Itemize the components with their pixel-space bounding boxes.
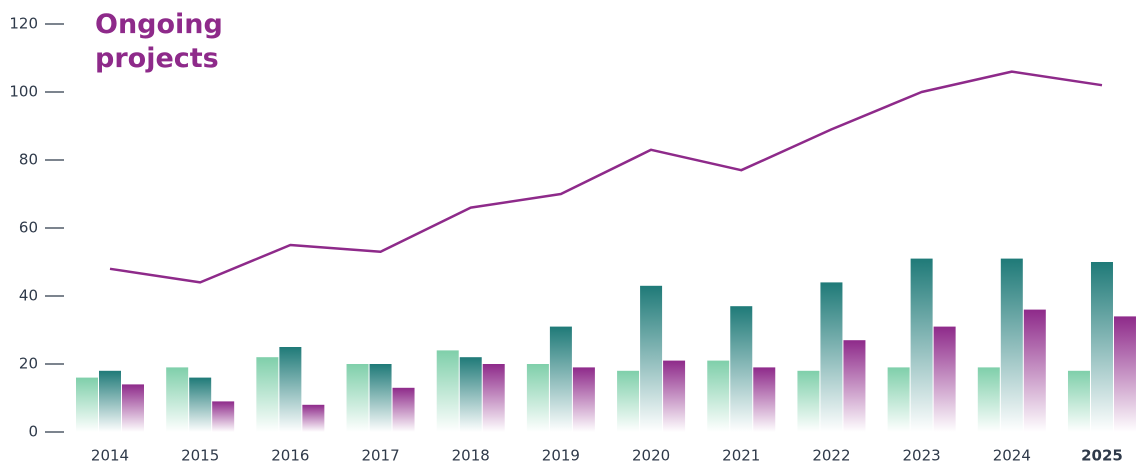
y-tick-label: 120 (9, 15, 38, 33)
bar (843, 340, 866, 432)
bar (910, 258, 933, 432)
bar (279, 347, 302, 432)
bar (663, 360, 686, 432)
x-tick-label: 2022 (812, 447, 850, 465)
bar (1067, 370, 1090, 432)
bar (346, 364, 369, 432)
bar (549, 326, 572, 432)
bar (526, 364, 549, 432)
bar (459, 357, 482, 432)
x-tick-label: 2014 (91, 447, 129, 465)
bar (887, 367, 910, 432)
bar (189, 377, 212, 432)
bar (1000, 258, 1023, 432)
bar (369, 364, 392, 432)
x-tick-label: 2017 (361, 447, 399, 465)
bar (1090, 262, 1113, 432)
bar (302, 404, 325, 432)
x-tick-label: 2021 (722, 447, 760, 465)
bar (1113, 316, 1136, 432)
bar (122, 384, 144, 432)
line (109, 70, 1103, 284)
x-tick-label: 2020 (632, 447, 670, 465)
x-tick-label: 2015 (181, 447, 219, 465)
y-tick-label: 40 (19, 287, 38, 305)
bar (482, 364, 505, 432)
y-tick-label: 0 (28, 423, 38, 441)
bar (166, 367, 189, 432)
y-tick-label: 80 (19, 151, 38, 169)
bar (76, 377, 98, 432)
bar (392, 387, 415, 432)
bar (977, 367, 1000, 432)
bar (572, 367, 595, 432)
bar (820, 282, 843, 432)
x-tick-label: 2016 (271, 447, 309, 465)
x-tick-label: 2019 (542, 447, 580, 465)
bar (730, 306, 753, 432)
x-tick-label: 2018 (452, 447, 490, 465)
bar (256, 357, 279, 432)
bar (212, 401, 235, 432)
bar (707, 360, 730, 432)
bar (1023, 309, 1046, 432)
bar (99, 370, 121, 432)
bar (933, 326, 956, 432)
bar (797, 370, 820, 432)
bar (436, 350, 459, 432)
y-tick-label: 20 (19, 355, 38, 373)
x-tick-label: 2023 (903, 447, 941, 465)
x-tick-label: 2024 (993, 447, 1031, 465)
bar (617, 370, 640, 432)
bar (640, 285, 663, 432)
chart-title: Ongoing projects (95, 9, 223, 74)
y-tick-label: 100 (9, 83, 38, 101)
x-tick-label: 2025 (1081, 447, 1123, 465)
y-tick-label: 60 (19, 219, 38, 237)
bar (753, 367, 776, 432)
